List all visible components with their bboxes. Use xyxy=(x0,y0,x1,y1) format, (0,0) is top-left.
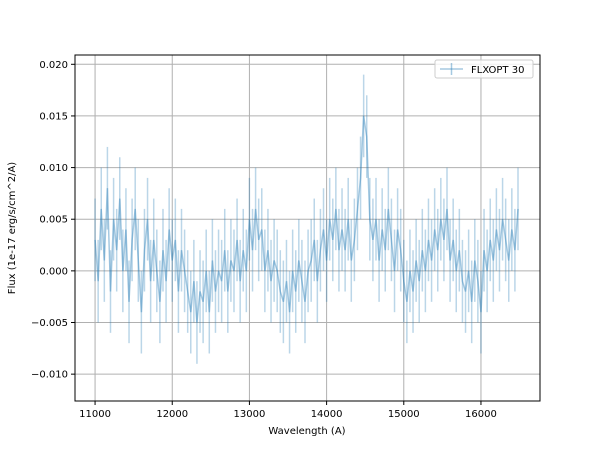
plot-area xyxy=(94,74,519,364)
x-tick-label: 13000 xyxy=(234,409,266,420)
y-tick-label: 0.005 xyxy=(39,215,68,226)
y-tick-label: 0.015 xyxy=(39,111,68,122)
y-tick-label: 0.000 xyxy=(39,266,68,277)
legend-box xyxy=(434,59,534,79)
y-tick-label: 0.010 xyxy=(39,163,68,174)
x-tick-label: 16000 xyxy=(465,409,497,420)
x-tick-label: 15000 xyxy=(388,409,420,420)
y-axis-label: Flux (1e-17 erg/s/cm^2/A) xyxy=(7,162,18,294)
x-tick-label: 12000 xyxy=(156,409,188,420)
y-tick-label: −0.005 xyxy=(31,318,68,329)
x-tick-label: 11000 xyxy=(79,409,111,420)
legend: FLXOPT 30 xyxy=(434,59,534,79)
ticks: 11000 12000 13000 14000 15000 16000 −0.010 −0.0… xyxy=(31,60,497,420)
series-line xyxy=(94,115,519,323)
axes-frame xyxy=(74,54,541,402)
legend-label: FLXOPT 30 xyxy=(471,65,524,76)
x-axis-label: Wavelength (A) xyxy=(268,426,345,437)
y-tick-label: 0.020 xyxy=(39,60,68,71)
x-tick-label: 14000 xyxy=(311,409,343,420)
y-tick-label: −0.010 xyxy=(31,370,68,381)
